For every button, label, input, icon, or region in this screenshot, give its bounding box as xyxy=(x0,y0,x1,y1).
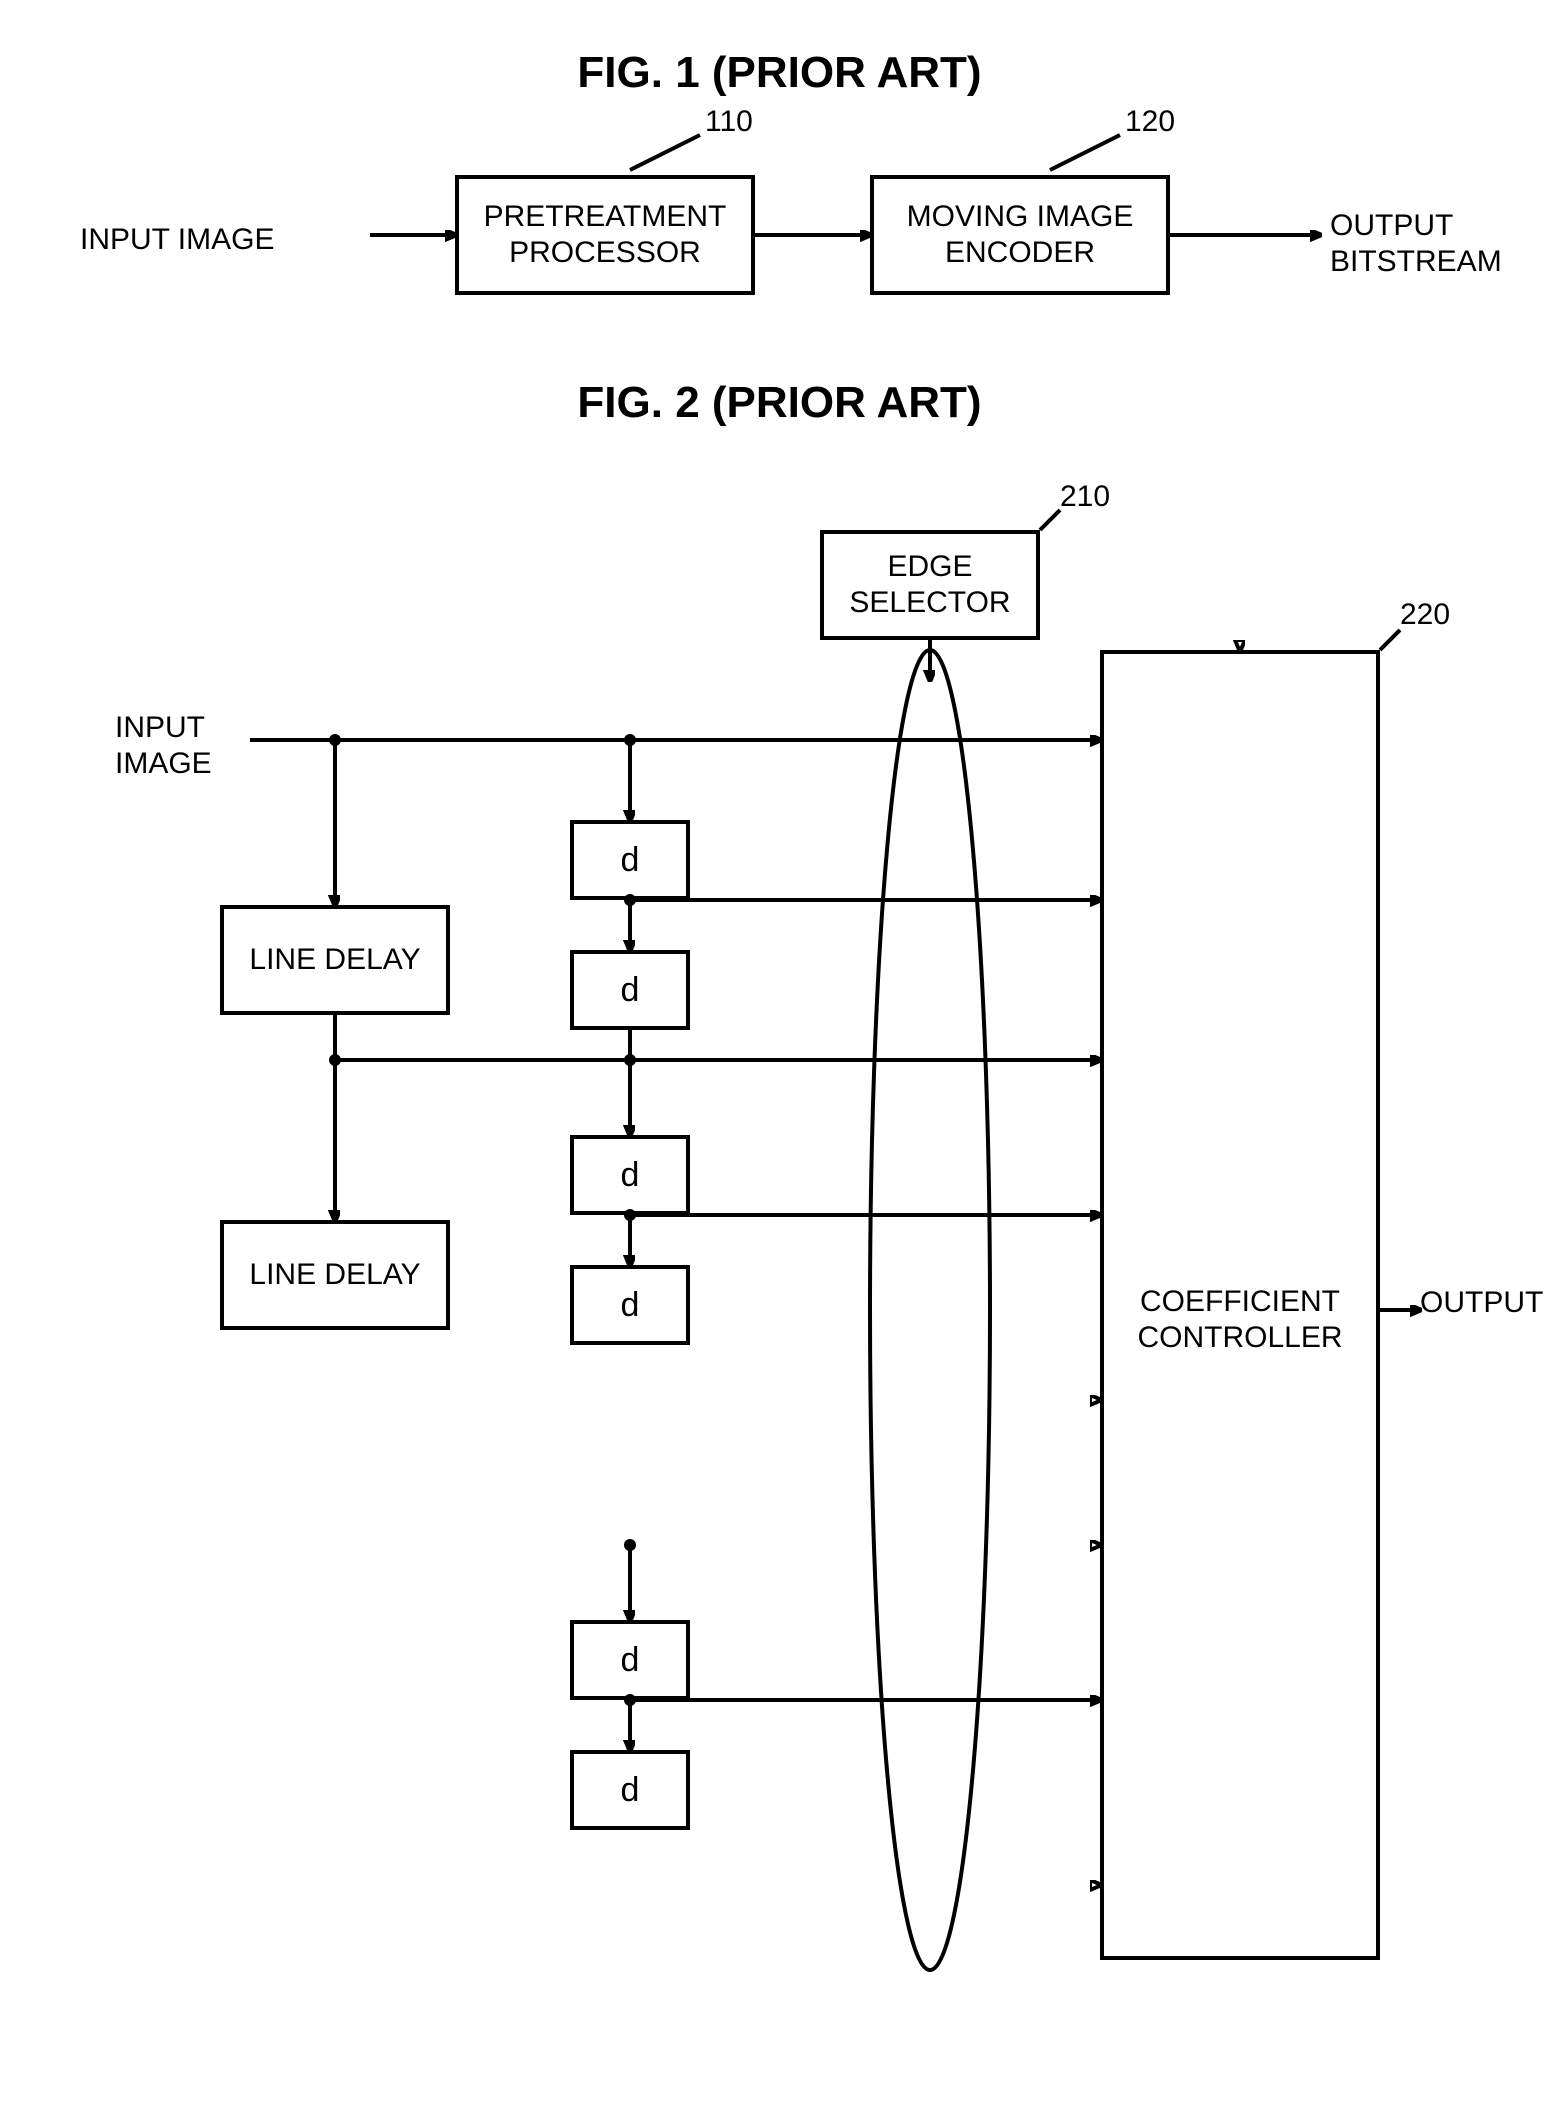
block-pretreatment-processor: PRETREATMENTPROCESSOR xyxy=(455,175,755,295)
label-input-image-fig1: INPUT IMAGE xyxy=(80,222,274,258)
block-d-5: d xyxy=(570,1620,690,1700)
label-input-image-fig2: INPUTIMAGE xyxy=(115,710,212,782)
ref-210: 210 xyxy=(1060,480,1110,514)
label-output: OUTPUT xyxy=(1420,1285,1543,1321)
ref-110: 110 xyxy=(705,105,753,139)
block-d-1: d xyxy=(570,820,690,900)
block-line-delay-1: LINE DELAY xyxy=(220,905,450,1015)
fig2-title: FIG. 2 (PRIOR ART) xyxy=(0,378,1559,428)
block-edge-selector: EDGESELECTOR xyxy=(820,530,1040,640)
block-coefficient-controller: COEFFICIENTCONTROLLER xyxy=(1100,650,1380,1960)
label-output-bitstream: OUTPUTBITSTREAM xyxy=(1330,208,1502,280)
ref-220: 220 xyxy=(1400,598,1450,632)
ref-120: 120 xyxy=(1125,105,1175,139)
block-moving-image-encoder: MOVING IMAGEENCODER xyxy=(870,175,1170,295)
fig1-title: FIG. 1 (PRIOR ART) xyxy=(0,48,1559,98)
block-d-6: d xyxy=(570,1750,690,1830)
block-d-4: d xyxy=(570,1265,690,1345)
block-line-delay-2: LINE DELAY xyxy=(220,1220,450,1330)
block-d-2: d xyxy=(570,950,690,1030)
block-d-3: d xyxy=(570,1135,690,1215)
